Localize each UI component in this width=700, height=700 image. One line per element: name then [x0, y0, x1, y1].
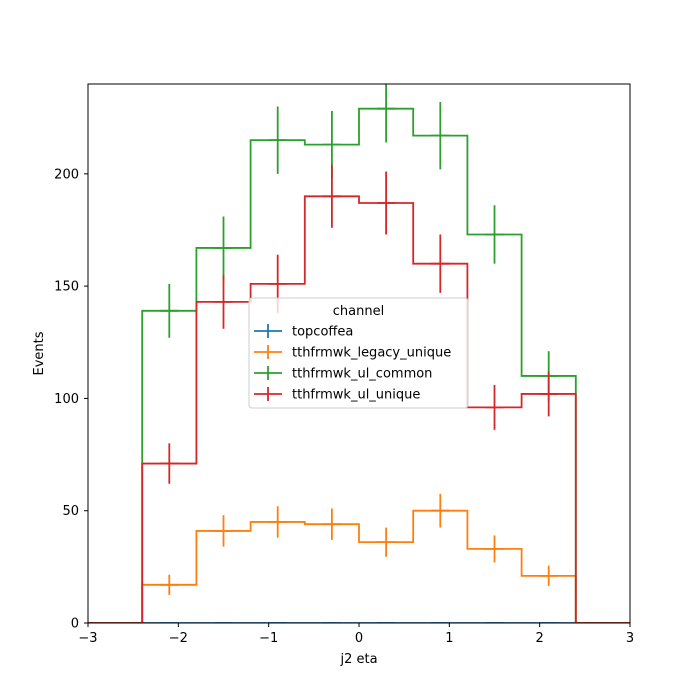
y-tick-label: 0: [71, 617, 79, 632]
x-tick-label: −1: [259, 631, 278, 646]
legend-entry-label: topcoffea: [292, 325, 353, 340]
legend-entry-label: tthfrmwk_ul_unique: [292, 388, 420, 403]
series-step-tthfrmwk_ul_common: [88, 107, 630, 623]
axes-frame: [87, 83, 631, 624]
x-axis: −3 −2 −1 0 1 2 3: [78, 623, 634, 646]
x-tick-label: 0: [355, 631, 363, 646]
x-tick-label: −3: [78, 631, 97, 646]
series-step-tthfrmwk_legacy_unique: [88, 509, 630, 623]
y-tick-label: 50: [62, 504, 79, 519]
x-tick-label: −2: [169, 631, 188, 646]
x-tick-label: 2: [536, 631, 544, 646]
legend: channel topcoffea tthfrmwk_legacy_uniquet…: [248, 297, 469, 409]
legend-entry-label: tthfrmwk_legacy_unique: [292, 346, 451, 361]
series-step-tthfrmwk_ul_unique: [88, 195, 630, 623]
legend-box: [248, 297, 469, 409]
x-axis-label: j2 eta: [339, 652, 377, 667]
y-tick-label: 200: [54, 167, 79, 182]
legend-title: channel: [333, 304, 384, 319]
y-tick-label: 100: [54, 392, 79, 407]
legend-entry-label: tthfrmwk_ul_common: [292, 367, 432, 382]
plot-area: [88, 84, 630, 623]
y-axis: 0 50 100 150 200: [54, 167, 88, 632]
y-tick-label: 150: [54, 280, 79, 295]
x-tick-label: 3: [626, 631, 634, 646]
series-group: [88, 84, 630, 623]
y-axis-label: Events: [32, 331, 47, 375]
x-tick-label: 1: [445, 631, 453, 646]
